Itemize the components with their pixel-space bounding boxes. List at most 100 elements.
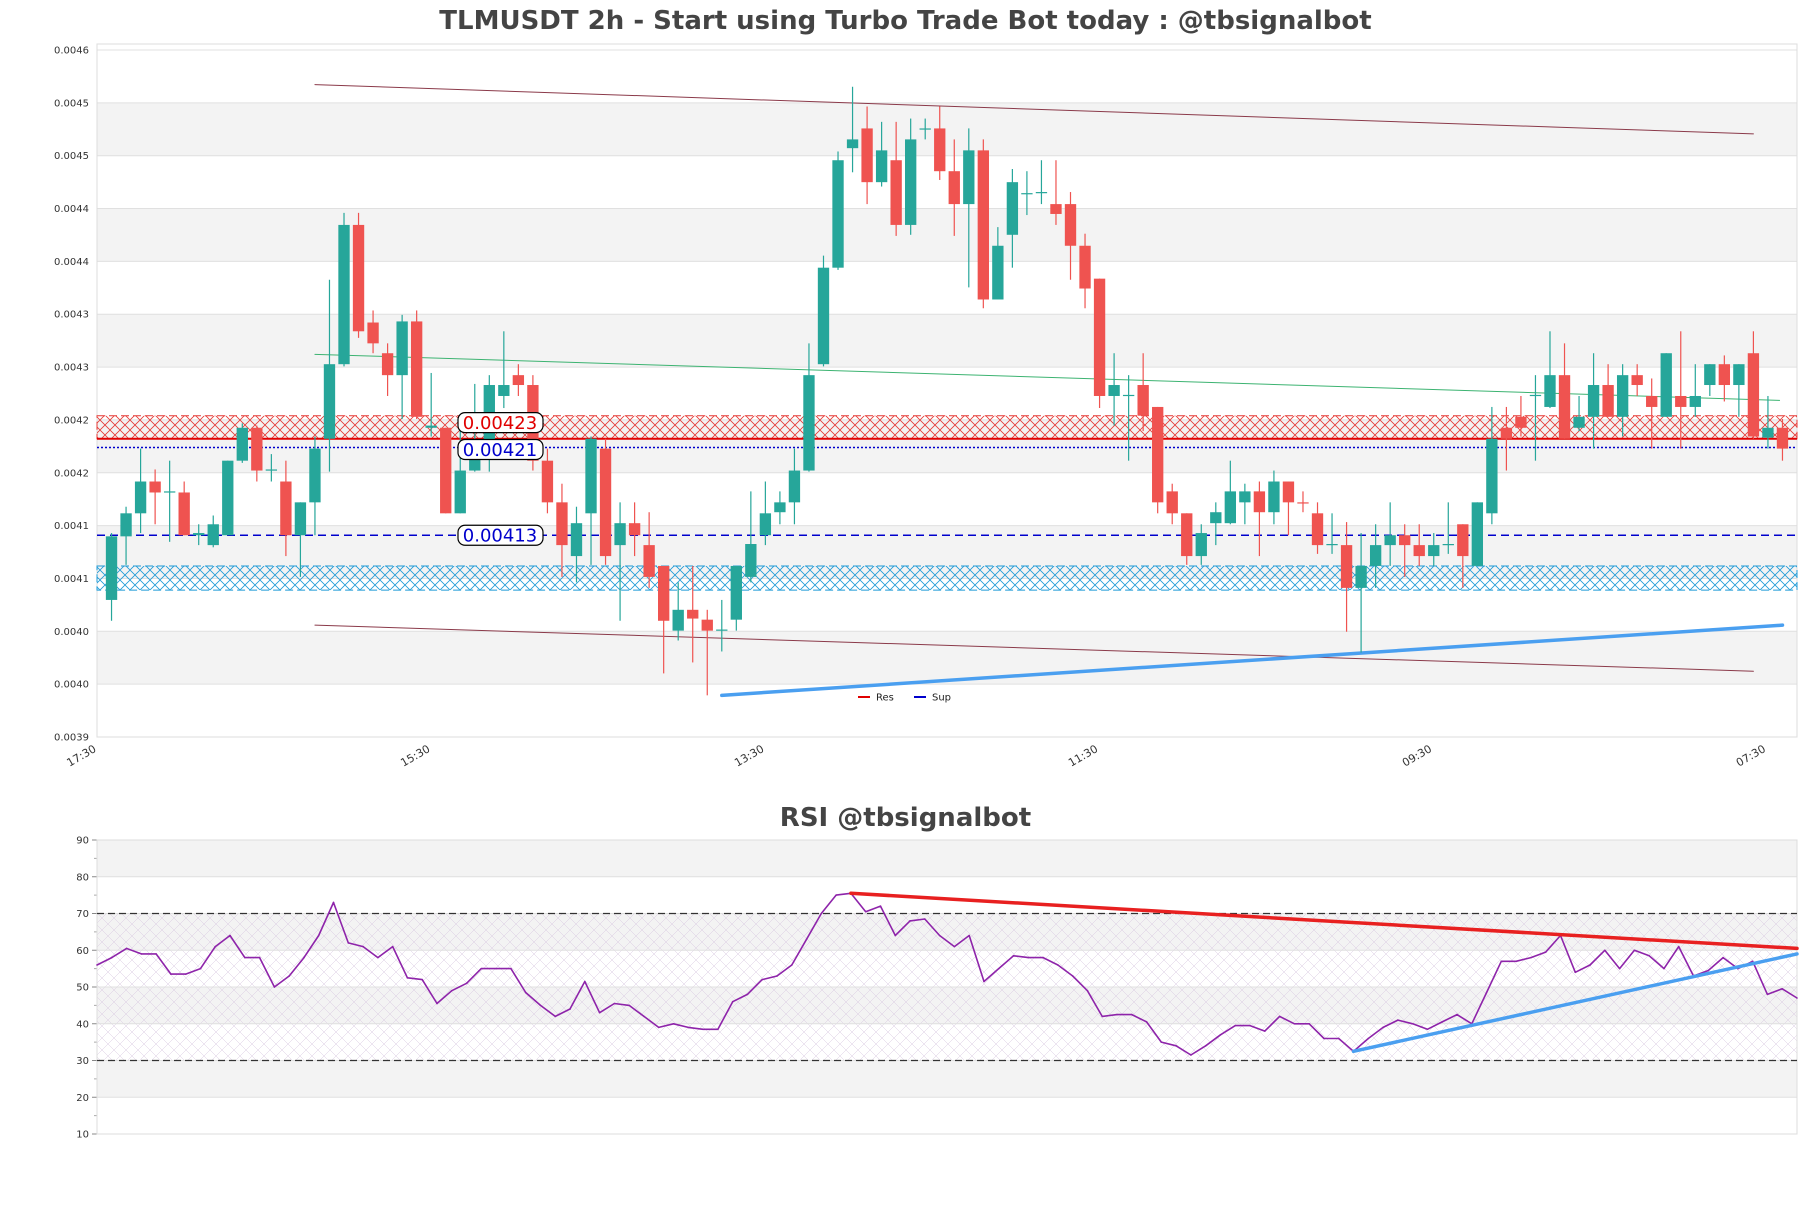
rsi-point [761,978,764,981]
rsi-point [421,978,424,981]
candle [1776,419,1789,461]
y-tick-label: 0.0042 [54,415,89,426]
candle [1035,160,1048,205]
y-tick-label: 0.0040 [54,680,89,691]
candle-body [367,322,379,344]
rsi-point [1485,991,1488,994]
grid-band [97,1060,1797,1098]
candle [1616,364,1629,437]
rsi-point [1574,971,1577,974]
candle [1747,331,1760,439]
x-tick-label: 07:30 [1734,742,1768,769]
candle-body [1457,524,1469,557]
rsi-point [997,967,1000,970]
candle-body [1035,192,1048,194]
candle-body [236,427,248,461]
rsi-point [643,1015,645,1018]
candle-body [265,469,278,471]
rsi-point [1101,1015,1104,1018]
candle-body [556,502,568,546]
candle-body [570,523,583,557]
rsi-point [495,967,497,970]
rsi-point [1426,1028,1429,1031]
candle-body [934,128,946,172]
x-tick-label: 11:30 [1066,742,1100,769]
candle-body [1486,438,1498,514]
candle-body [1326,544,1338,546]
candle [803,343,815,472]
candle-body [716,629,728,631]
rsi-point [1648,954,1650,957]
candle-body [614,523,626,546]
candle-body [1093,278,1106,396]
rsi-point [465,982,468,985]
candle-body [599,448,612,557]
candle [1675,331,1687,449]
y-tick-label: 10 [76,1130,89,1141]
candle [207,515,219,548]
candle [149,469,161,525]
candle [861,106,873,205]
candle-body [1631,375,1643,386]
candle [846,86,859,173]
candle-body [1122,394,1135,397]
rsi-point [1530,956,1532,959]
grid-band [97,314,1797,368]
candle [323,279,336,472]
rsi-point [273,986,276,988]
trend-line-channel-lower [314,624,1754,672]
rsi-point [584,980,586,983]
rsi-point [303,956,305,959]
candle [643,512,655,588]
rsi-point [1204,1045,1207,1047]
candle [1297,491,1309,513]
candle [977,139,989,309]
candle [1152,406,1164,514]
candle [541,448,554,514]
rsi-point [1766,993,1769,996]
rsi-point [1278,1015,1281,1018]
y-tick-label: 20 [76,1093,89,1104]
rsi-point [569,1008,571,1010]
level-label-box [457,438,544,461]
candle-body [803,375,815,471]
x-tick-label: 17:30 [65,742,99,769]
candle [105,533,118,621]
candle [120,506,132,565]
candle-body [890,160,902,225]
candle [701,609,713,696]
candle-body [294,502,307,536]
candle [1573,395,1585,432]
rsi-point [1234,1024,1237,1027]
candle [832,151,844,270]
candle [1210,502,1222,546]
rsi-point [1515,960,1517,963]
candle-body [1747,353,1760,437]
y-tick-label: 0.0041 [54,521,89,532]
candle-body [1210,512,1222,524]
plot-frame [96,43,1798,738]
candle-body [1050,204,1062,214]
rsi-point [1796,997,1798,999]
rsi-point [717,1028,719,1031]
candle [599,438,612,565]
rsi-point [1308,1022,1310,1025]
y-tick-label: 0.0044 [54,204,89,215]
y-tick-label: 0.0040 [54,627,89,638]
trend-line-channel-upper [314,84,1754,135]
y-tick-label: 70 [76,909,89,920]
candle [1181,513,1193,565]
candle [512,364,525,396]
grid-band [97,840,1797,877]
candle [905,118,917,235]
candle-body [861,128,873,183]
rsi-point [983,980,985,983]
rsi-point [1397,1019,1399,1021]
candle-body [1355,565,1367,588]
y-tick-label: 80 [76,872,89,883]
candle-body [963,150,975,205]
candle-body [1500,427,1513,439]
candle-body [1558,375,1571,439]
candle-body [352,224,365,332]
rsi-point [1604,949,1606,952]
